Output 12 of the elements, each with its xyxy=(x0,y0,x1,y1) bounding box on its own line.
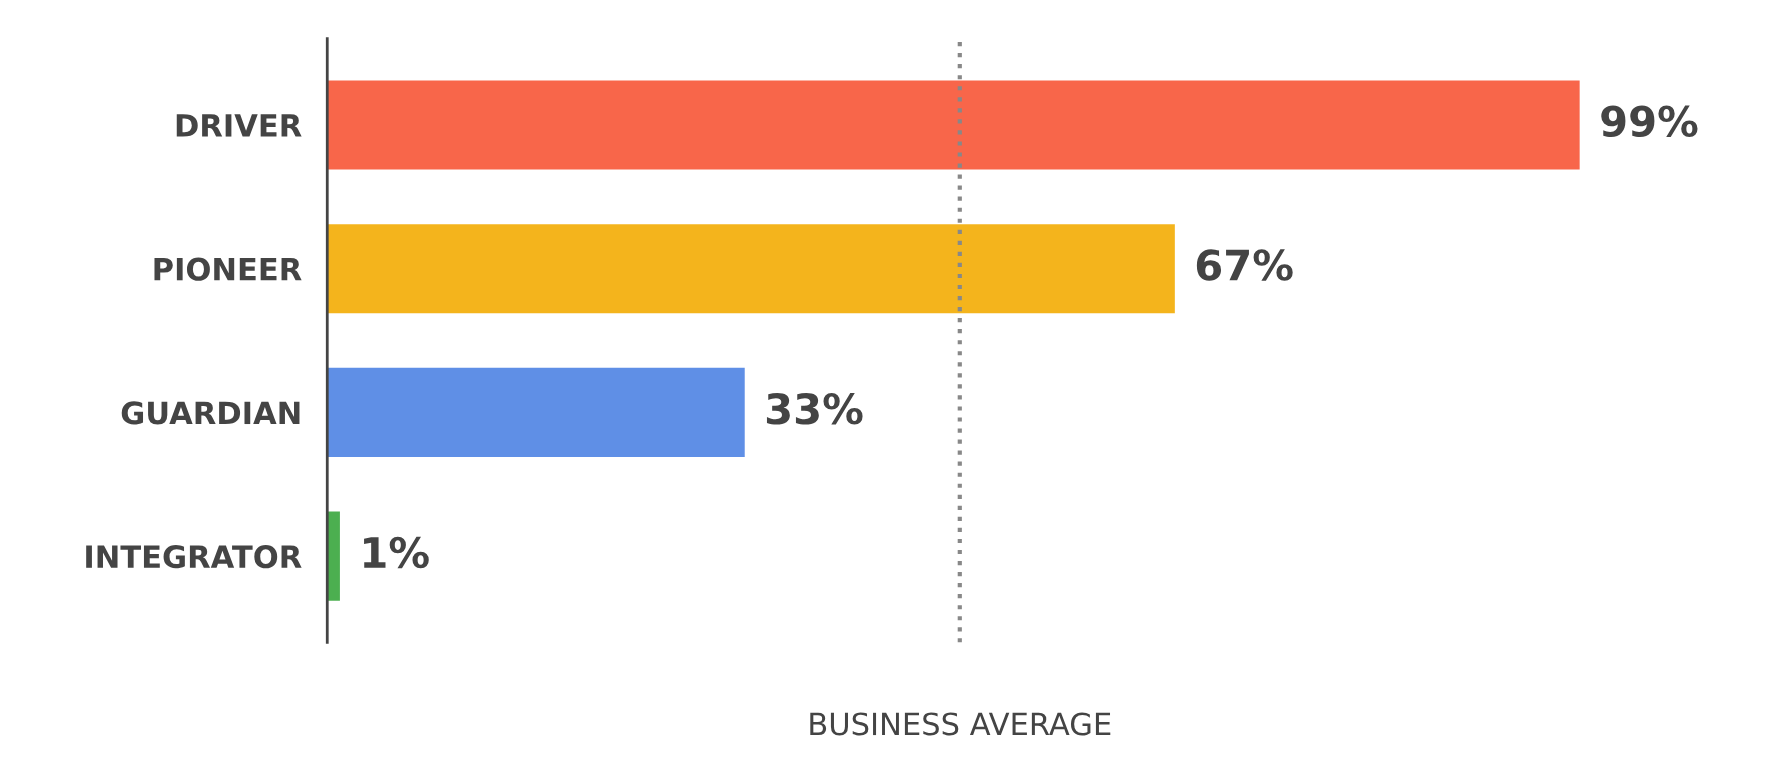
data-label: 1% xyxy=(364,536,429,569)
bar xyxy=(327,367,745,457)
y-tick-label: PIONEER xyxy=(154,257,302,281)
y-tick-label: GUARDIAN xyxy=(121,401,300,425)
ref-line-label: BUSINESS AVERAGE xyxy=(810,712,1111,736)
data-label: 67% xyxy=(1196,249,1293,281)
bar xyxy=(327,80,1580,170)
data-label: 33% xyxy=(766,393,863,425)
y-tick-label: INTEGRATOR xyxy=(86,545,302,569)
bar xyxy=(327,224,1175,314)
y-tick-label: DRIVER xyxy=(176,114,302,137)
data-label: 99% xyxy=(1601,105,1698,138)
